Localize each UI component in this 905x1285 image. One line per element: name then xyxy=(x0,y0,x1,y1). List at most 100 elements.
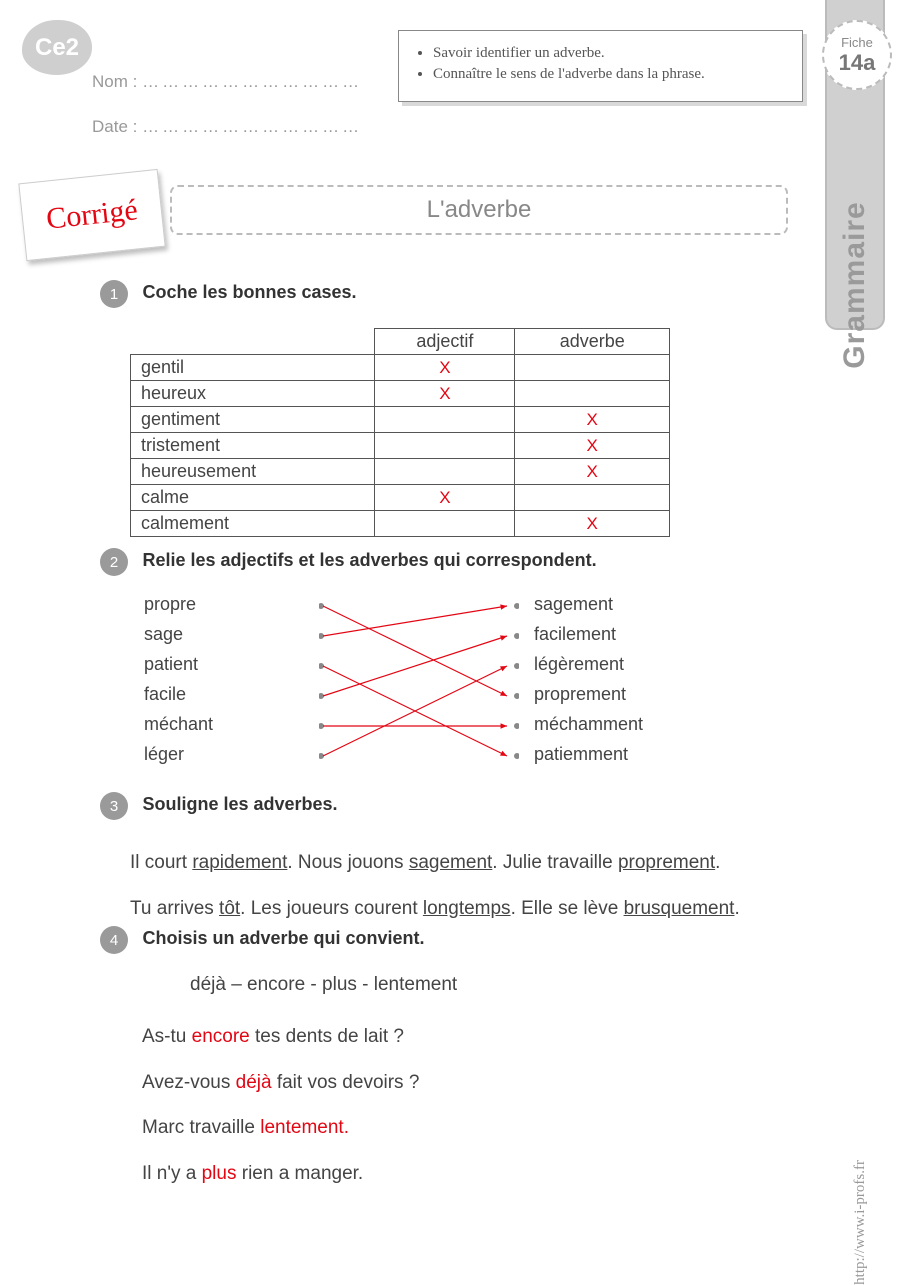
adjectif-cell xyxy=(375,407,515,433)
text-segment: . Elle se lève xyxy=(511,898,624,919)
exercise-2: 2 Relie les adjectifs et les adverbes qu… xyxy=(100,548,800,774)
nom-dots: …………………………… xyxy=(142,72,362,91)
subject-label: Grammaire xyxy=(838,201,872,368)
adjectif-cell: X xyxy=(375,381,515,407)
ex4-line: Avez-vous déjà fait vos devoirs ? xyxy=(142,1060,800,1106)
match-left-item: patient xyxy=(144,654,223,684)
text-segment: . Les joueurs courent xyxy=(240,898,423,919)
ex1-header-cell xyxy=(131,329,375,355)
table-row: gentilX xyxy=(131,355,670,381)
exercise-3: 3 Souligne les adverbes. Il court rapide… xyxy=(100,792,800,931)
underlined-adverb: sagement xyxy=(409,852,492,873)
adverbe-cell: X xyxy=(515,407,670,433)
answer-adverb: déjà xyxy=(236,1072,272,1093)
match-left-item: sage xyxy=(144,624,223,654)
text-segment: . Nous jouons xyxy=(287,852,408,873)
underlined-adverb: rapidement xyxy=(192,852,287,873)
match-right-item: légèrement xyxy=(534,654,643,684)
match-right-item: patiemment xyxy=(534,744,643,774)
ex1-title: Coche les bonnes cases. xyxy=(142,282,356,302)
match-right-item: facilement xyxy=(534,624,643,654)
footer-url: http://www.i-profs.fr xyxy=(852,1160,869,1285)
text-segment: . Julie travaille xyxy=(492,852,618,873)
name-date-block: Nom : …………………………… Date : …………………………… xyxy=(92,72,362,162)
adjectif-cell xyxy=(375,433,515,459)
word-cell: calme xyxy=(131,485,375,511)
ex2-number: 2 xyxy=(100,548,128,576)
table-row: calmement X xyxy=(131,511,670,537)
text-segment: fait vos devoirs ? xyxy=(272,1072,420,1093)
ex4-line: Il n'y a plus rien a manger. xyxy=(142,1151,800,1197)
table-row: gentiment X xyxy=(131,407,670,433)
adverbe-cell: X xyxy=(515,459,670,485)
ex4-line: As-tu encore tes dents de lait ? xyxy=(142,1014,800,1060)
objective-item: Connaître le sens de l'adverbe dans la p… xyxy=(433,66,784,83)
answer-adverb: plus xyxy=(202,1163,237,1184)
corrige-sticker: Corrigé xyxy=(18,169,165,261)
adverbe-cell: X xyxy=(515,433,670,459)
ex3-line: Il court rapidement. Nous jouons sagemen… xyxy=(130,840,800,886)
table-row: heureuxX xyxy=(131,381,670,407)
text-segment: Il court xyxy=(130,852,192,873)
adjectif-cell xyxy=(375,459,515,485)
adjectif-cell xyxy=(375,511,515,537)
text-segment: . xyxy=(734,898,739,919)
exercise-4: 4 Choisis un adverbe qui convient. déjà … xyxy=(100,926,800,1196)
objectives-box: Savoir identifier un adverbe. Connaître l… xyxy=(398,30,803,102)
text-segment: rien a manger. xyxy=(236,1163,363,1184)
adverbe-cell xyxy=(515,485,670,511)
nom-label: Nom : xyxy=(92,72,137,91)
match-left-item: méchant xyxy=(144,714,223,744)
table-row: heureusement X xyxy=(131,459,670,485)
date-dots: …………………………… xyxy=(142,117,362,136)
underlined-adverb: tôt xyxy=(219,898,240,919)
ex1-table: adjectifadverbe gentilXheureuxXgentiment… xyxy=(130,328,670,537)
word-cell: heureusement xyxy=(131,459,375,485)
ex3-number: 3 xyxy=(100,792,128,820)
table-row: tristementX xyxy=(131,433,670,459)
ex2-title: Relie les adjectifs et les adverbes qui … xyxy=(142,550,596,570)
word-cell: gentil xyxy=(131,355,375,381)
matching-area: propre sage patient facile méchant léger… xyxy=(144,594,800,774)
side-tab: Fiche 14a Grammaire xyxy=(825,0,885,330)
adverbe-cell xyxy=(515,355,670,381)
ex4-number: 4 xyxy=(100,926,128,954)
ex3-title: Souligne les adverbes. xyxy=(142,794,337,814)
ex3-body: Il court rapidement. Nous jouons sagemen… xyxy=(130,840,800,931)
match-left-item: propre xyxy=(144,594,223,624)
date-label: Date : xyxy=(92,117,137,136)
word-cell: gentiment xyxy=(131,407,375,433)
match-left-item: léger xyxy=(144,744,223,774)
ex4-line: Marc travaille lentement. xyxy=(142,1105,800,1151)
match-right-item: méchamment xyxy=(534,714,643,744)
answer-adverb: lentement. xyxy=(260,1117,349,1138)
ex4-title: Choisis un adverbe qui convient. xyxy=(142,928,424,948)
adjectif-cell: X xyxy=(375,355,515,381)
text-segment: Avez-vous xyxy=(142,1072,236,1093)
objective-item: Savoir identifier un adverbe. xyxy=(433,45,784,62)
text-segment: As-tu xyxy=(142,1026,192,1047)
matching-lines xyxy=(319,598,519,773)
adverbe-cell: X xyxy=(515,511,670,537)
ex1-header-cell: adjectif xyxy=(375,329,515,355)
match-left-item: facile xyxy=(144,684,223,714)
ex1-number: 1 xyxy=(100,280,128,308)
answer-adverb: encore xyxy=(192,1026,250,1047)
text-segment: Il n'y a xyxy=(142,1163,202,1184)
word-cell: heureux xyxy=(131,381,375,407)
text-segment: tes dents de lait ? xyxy=(250,1026,404,1047)
fiche-badge: Fiche 14a xyxy=(822,20,892,90)
ex4-body: As-tu encore tes dents de lait ?Avez-vou… xyxy=(142,1014,800,1196)
underlined-adverb: brusquement xyxy=(624,898,735,919)
match-right-item: proprement xyxy=(534,684,643,714)
word-cell: calmement xyxy=(131,511,375,537)
ex4-options: déjà – encore - plus - lentement xyxy=(190,974,800,996)
adjectif-cell: X xyxy=(375,485,515,511)
ex1-header-cell: adverbe xyxy=(515,329,670,355)
text-segment: Tu arrives xyxy=(130,898,219,919)
table-row: calmeX xyxy=(131,485,670,511)
fiche-label: Fiche xyxy=(841,35,873,50)
match-right-item: sagement xyxy=(534,594,643,624)
adverbe-cell xyxy=(515,381,670,407)
class-badge: Ce2 xyxy=(22,20,92,75)
